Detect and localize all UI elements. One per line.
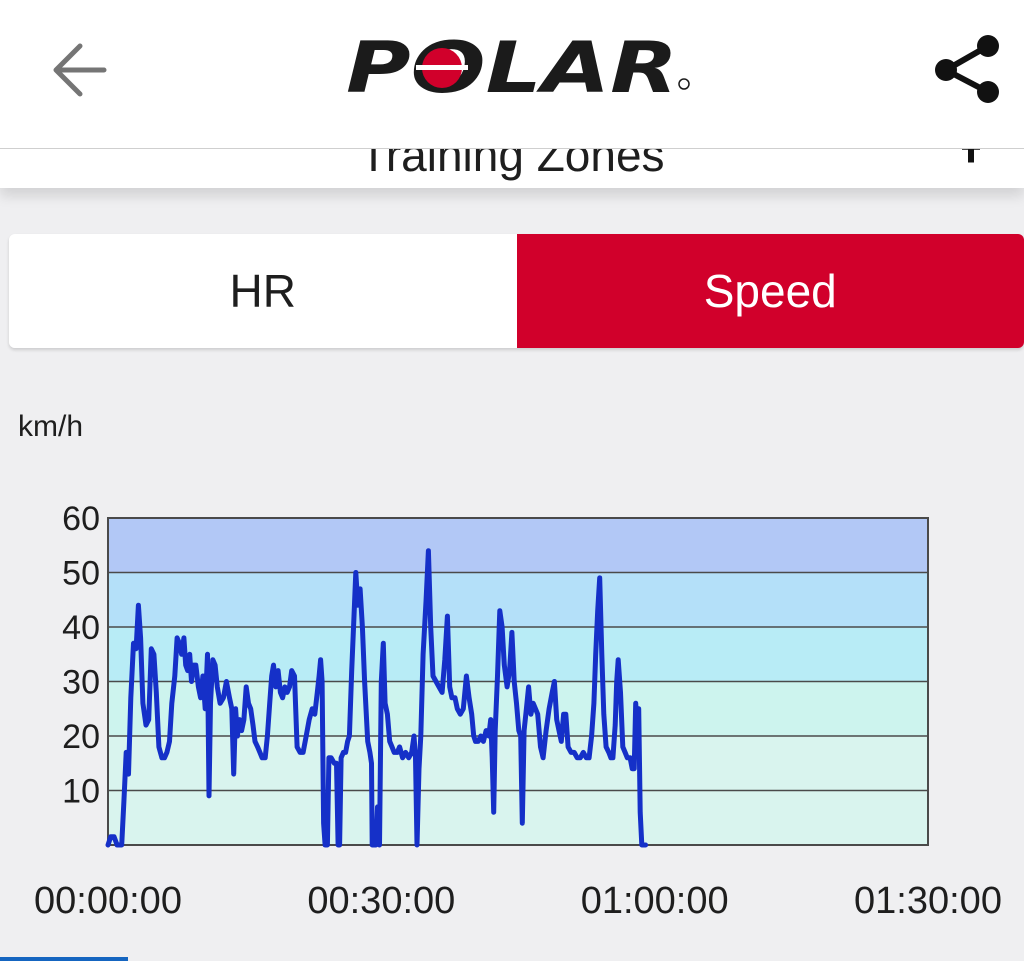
x-tick-label: 00:00:00 [34,880,182,922]
y-tick-label: 60 [62,500,100,538]
y-tick-label: 40 [62,609,100,647]
y-tick-label: 10 [62,773,100,811]
registered-mark-icon [678,78,690,90]
y-tick-label: 50 [62,555,100,593]
zone-band [108,518,928,573]
tab-speed[interactable]: Speed [516,234,1024,348]
subheader: Training Zones [0,148,1024,188]
pin-icon[interactable] [956,148,986,176]
back-button[interactable] [40,38,120,102]
arrow-left-icon [53,43,107,97]
y-tick-label: 30 [62,664,100,702]
y-axis-label: km/h [18,410,84,443]
y-tick-label: 20 [62,718,100,756]
x-tick-label: 00:30:00 [307,880,455,922]
polar-logo: POLAR [342,27,692,109]
app-bar: POLAR [0,0,1024,149]
tab-hr[interactable]: HR [9,234,517,348]
share-icon [935,35,999,103]
zone-band [108,572,928,627]
speed-series-line [105,548,649,848]
share-button[interactable] [924,30,1008,110]
speed-chart: 10 20 30 40 50 60 00:00:00 00:30:00 01:00:00 01:3… [34,500,1002,922]
plot-frame [107,517,929,846]
section-title: Training Zones [359,148,665,181]
logo-text: POLAR [346,34,678,102]
x-tick-label: 01:30:00 [854,880,1002,922]
zone-band [108,627,928,682]
scroll-indicator [0,957,128,961]
x-tick-label: 01:00:00 [581,880,729,922]
metric-tabs: HR Speed [9,234,1024,348]
